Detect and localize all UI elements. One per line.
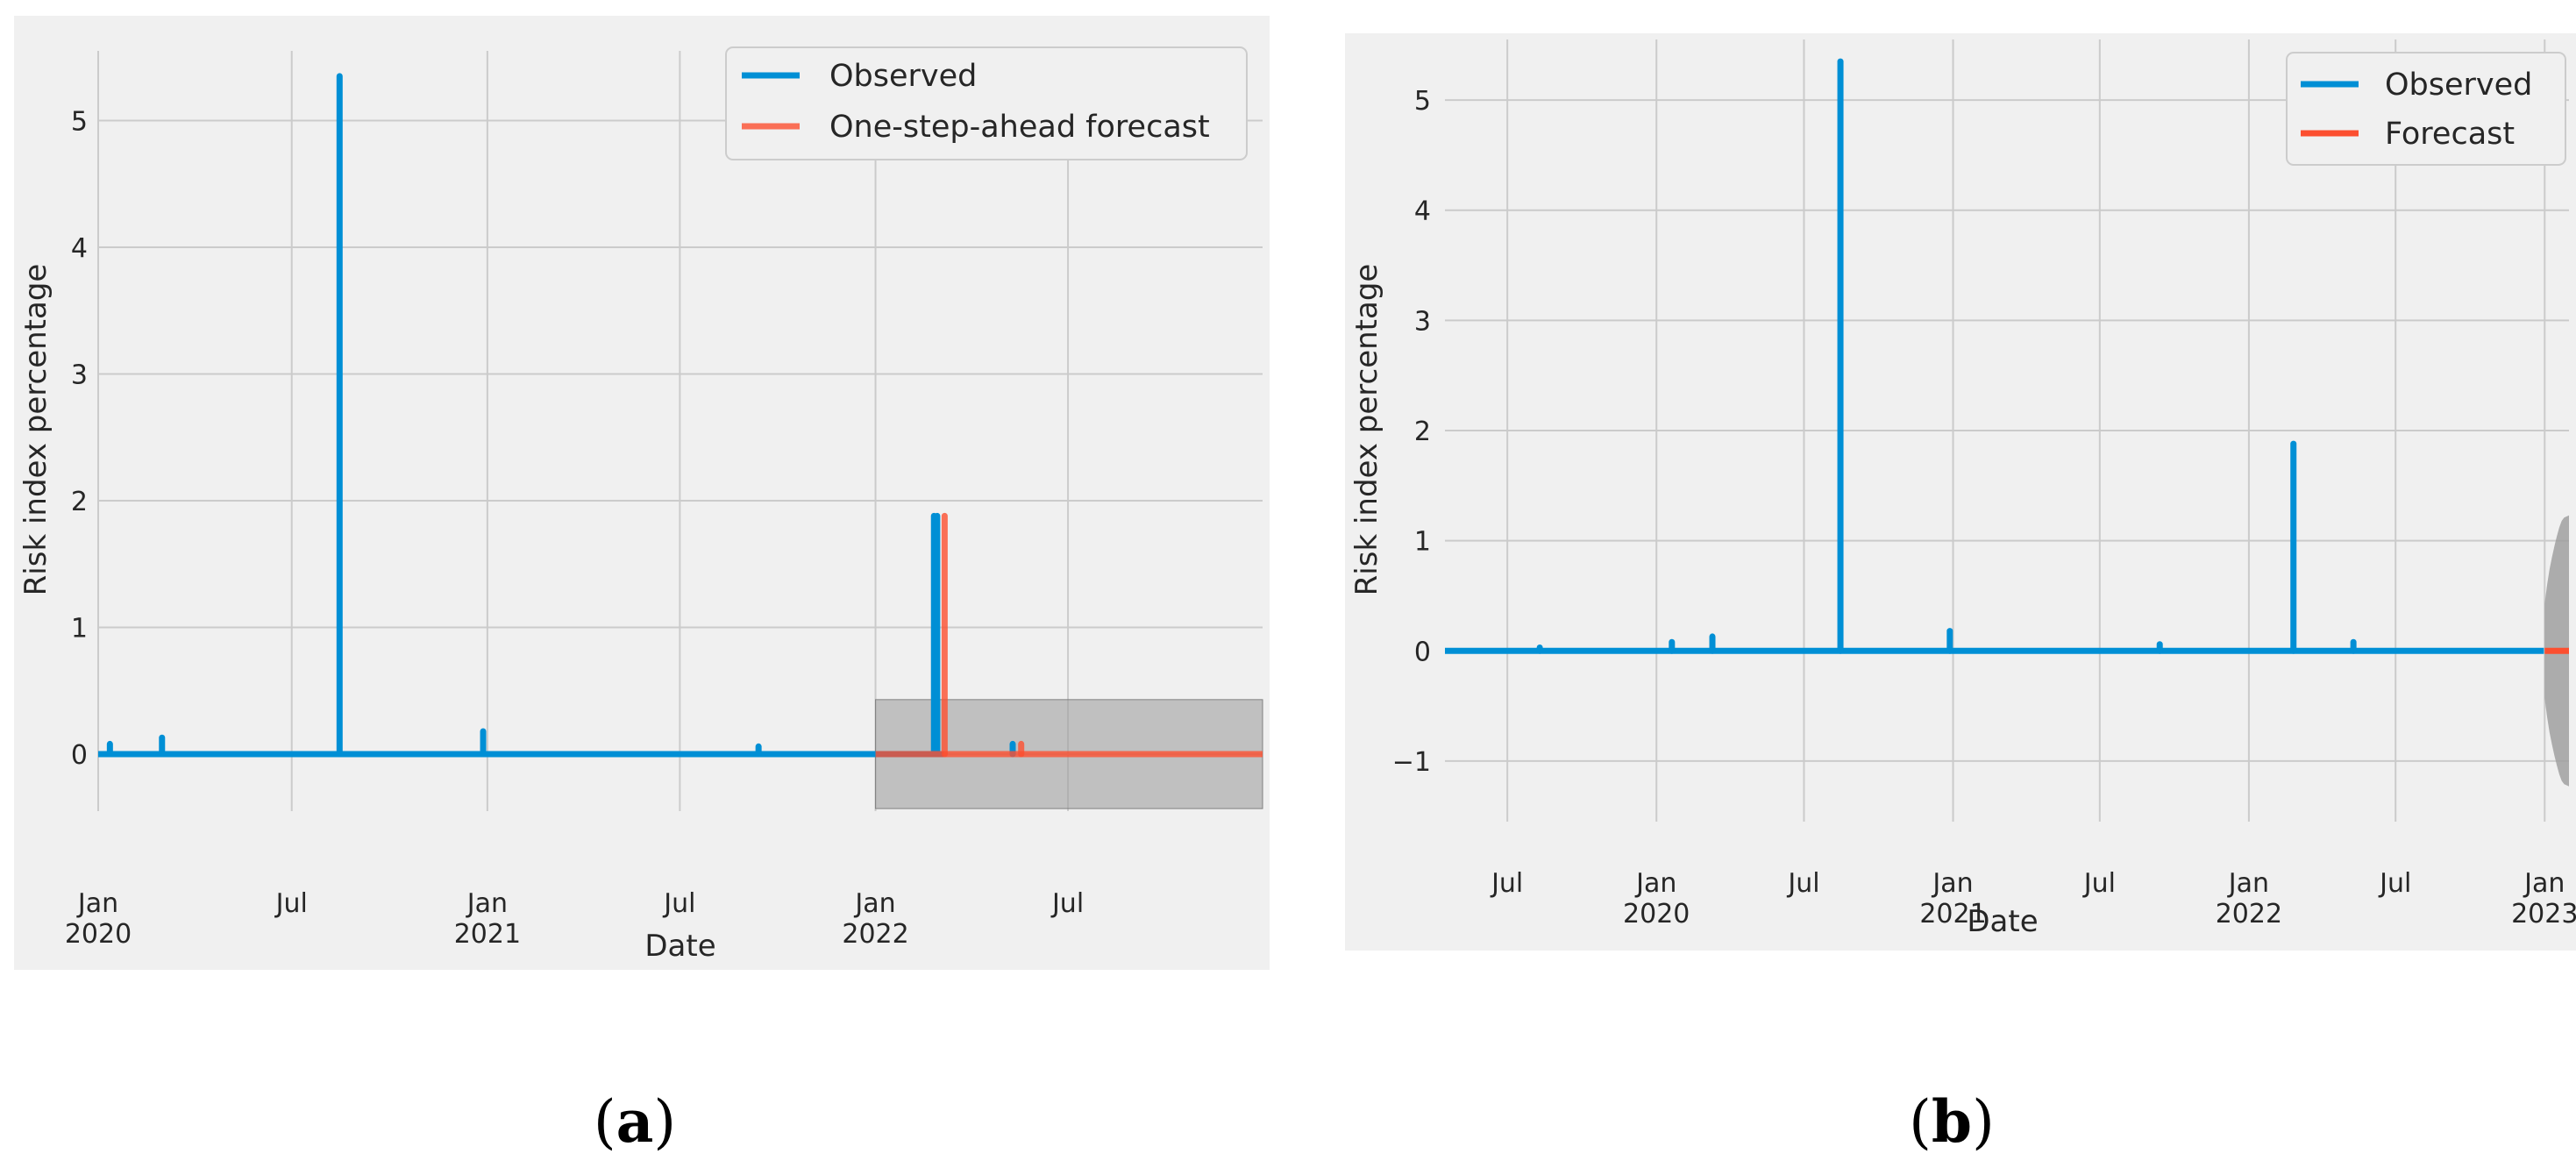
x-tick-label: Jan [853, 888, 895, 919]
y-tick-label: −1 [1392, 747, 1431, 778]
legend-a: Observed One-step-ahead forecast [725, 46, 1248, 160]
x-tick-label: Jan [1634, 868, 1676, 899]
x-tick-year-label: 2022 [842, 919, 908, 950]
series-layer-b [1445, 58, 2569, 654]
x-tick-label: Jul [2378, 868, 2411, 899]
y-axis-label-b: Risk index percentage [1349, 264, 1384, 596]
x-tick-label: Jan [2227, 868, 2269, 899]
legend-label-observed-a: Observed [829, 59, 977, 94]
x-tick-label: Jan [466, 888, 508, 919]
y-ticks-b: −1 0 1 2 3 4 5 [1392, 86, 1431, 778]
legend-label-forecast-a: One-step-ahead forecast [829, 110, 1210, 145]
y-tick-label: 1 [1414, 527, 1431, 558]
x-tick-label: Jan [76, 888, 118, 919]
x-tick-year-label: 2021 [1919, 899, 1986, 929]
legend-box-b [2286, 52, 2566, 166]
x-tick-label: Jan [2523, 868, 2565, 899]
x-tick-year-label: 2022 [2216, 899, 2282, 929]
y-ticks-a: 0 1 2 3 4 5 [71, 106, 88, 771]
y-tick-label: 4 [71, 233, 88, 264]
x-tick-label: Jul [1490, 868, 1523, 899]
y-tick-label: 3 [1414, 306, 1431, 337]
y-tick-label: 5 [71, 106, 88, 137]
x-tick-label: Jan [1931, 868, 1973, 899]
x-tick-label: Jul [2082, 868, 2116, 899]
y-tick-label: 4 [1414, 196, 1431, 227]
x-tick-year-label: 2020 [65, 919, 132, 950]
panel-caption-b: (b) [1909, 1087, 1995, 1156]
y-axis-label-a: Risk index percentage [18, 264, 53, 596]
y-tick-label: 3 [71, 360, 88, 390]
x-tick-year-label: 2020 [1623, 899, 1690, 929]
grid-a [97, 51, 1263, 811]
x-tick-year-label: 2021 [454, 919, 521, 950]
legend-b: Observed Forecast [2286, 52, 2566, 166]
legend-label-forecast-b: Forecast [2385, 117, 2515, 152]
x-tick-year-label: 2023 [2511, 899, 2576, 929]
y-tick-label: 5 [1414, 86, 1431, 117]
y-tick-label: 0 [71, 740, 88, 771]
x-tick-label: Jul [1050, 888, 1084, 919]
x-axis-label-b: Date [1967, 904, 2038, 939]
legend-box-a [725, 46, 1248, 160]
y-tick-label: 0 [1414, 637, 1431, 667]
x-axis-label-a: Date [644, 929, 715, 964]
legend-label-observed-b: Observed [2385, 68, 2532, 103]
panel-caption-a: (a) [594, 1087, 676, 1156]
y-tick-label: 2 [71, 487, 88, 517]
series-layer-a [98, 73, 1263, 758]
x-tick-label: Jul [274, 888, 308, 919]
y-tick-label: 1 [71, 613, 88, 644]
x-tick-label: Jul [662, 888, 695, 919]
x-tick-label: Jul [1786, 868, 1819, 899]
y-tick-label: 2 [1414, 417, 1431, 447]
